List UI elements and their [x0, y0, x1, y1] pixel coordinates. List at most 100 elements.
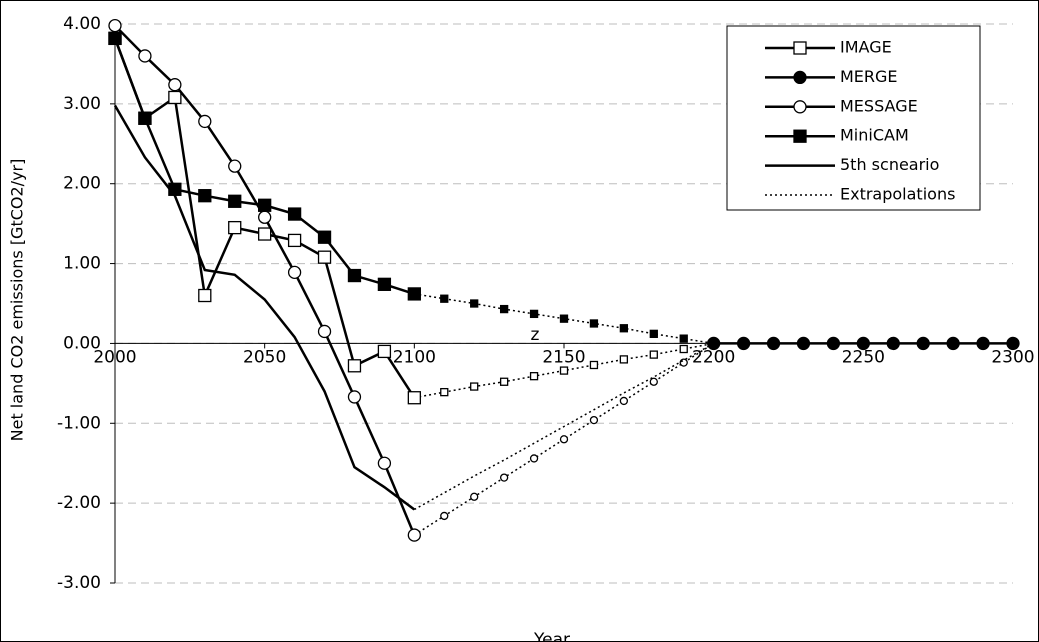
- y-tick-label: -3.00: [57, 573, 101, 593]
- legend-label: MESSAGE: [840, 96, 918, 115]
- marker: [916, 336, 930, 351]
- marker: [108, 31, 122, 46]
- marker: [793, 129, 807, 143]
- marker: [470, 492, 479, 501]
- marker: [793, 100, 807, 114]
- marker: [793, 70, 807, 85]
- marker: [407, 528, 421, 542]
- marker: [559, 435, 569, 444]
- y-tick-label: 0.00: [63, 333, 101, 353]
- marker: [108, 18, 122, 33]
- marker: [138, 111, 152, 125]
- marker: [198, 189, 212, 203]
- marker: [529, 372, 539, 381]
- marker: [258, 210, 272, 224]
- marker: [347, 268, 362, 283]
- marker: [228, 194, 242, 208]
- marker: [1006, 336, 1020, 351]
- y-tick-label: 3.00: [63, 94, 101, 114]
- marker: [440, 387, 449, 397]
- x-tick-label: 2050: [243, 347, 286, 367]
- marker: [826, 336, 841, 351]
- marker: [619, 396, 629, 406]
- marker: [529, 309, 539, 319]
- marker: [258, 227, 272, 241]
- y-tick-label: -2.00: [57, 493, 101, 513]
- legend-box: [726, 25, 981, 211]
- marker: [168, 90, 182, 105]
- y-tick-label: 1.00: [63, 254, 101, 274]
- legend-label: MERGE: [840, 67, 898, 86]
- marker: [649, 329, 658, 338]
- plot: [108, 18, 1020, 542]
- marker: [440, 294, 449, 303]
- marker: [619, 324, 629, 333]
- marker: [198, 114, 212, 129]
- marker: [317, 250, 332, 264]
- marker: [407, 287, 421, 301]
- marker: [168, 78, 182, 92]
- marker: [377, 344, 392, 359]
- x-tick-label: 2000: [93, 347, 136, 367]
- marker: [649, 350, 658, 359]
- marker: [499, 377, 509, 386]
- x-tick-label: 2200: [692, 347, 735, 367]
- marker: [499, 473, 509, 482]
- marker: [796, 336, 811, 351]
- marker: [529, 454, 539, 463]
- extrapolation-line: [413, 342, 715, 511]
- marker: [793, 41, 807, 55]
- marker: [589, 319, 599, 328]
- x-axis-label: Year: [533, 630, 570, 642]
- extrapolation-line: [413, 342, 715, 536]
- marker: [317, 230, 332, 244]
- marker: [679, 334, 688, 343]
- marker: [470, 299, 479, 308]
- marker: [440, 511, 449, 521]
- legend-label: MiniCAM: [840, 126, 909, 145]
- y-tick-label: 2.00: [63, 174, 101, 194]
- marker: [377, 277, 392, 291]
- y-tick-label: -1.00: [57, 413, 101, 433]
- marker: [470, 382, 479, 391]
- legend-label: IMAGE: [840, 38, 892, 57]
- marker: [589, 415, 599, 425]
- marker: [228, 159, 242, 173]
- marker: [559, 314, 569, 323]
- axes: 4.00 3.00 2.00 1.00 0.00 -1.00 -2.00 -3.00 2000 2…: [57, 14, 1035, 593]
- marker: [317, 324, 332, 339]
- marker: [766, 336, 781, 351]
- legend-label: Extrapolations: [840, 185, 955, 204]
- marker: [228, 220, 242, 235]
- marker: [559, 366, 569, 375]
- marker: [649, 377, 658, 386]
- legend: IMAGE MERGE MESSAGE MiniCAM 5th scneario Extr…: [726, 25, 981, 211]
- series-line: [113, 104, 416, 511]
- annotation: z: [531, 325, 540, 345]
- marker: [736, 336, 751, 351]
- y-tick-label: 4.00: [63, 14, 101, 34]
- marker: [407, 391, 421, 405]
- marker: [946, 336, 960, 351]
- legend-label: 5th scneario: [840, 155, 939, 174]
- x-tick-label: 2250: [842, 347, 885, 367]
- marker: [886, 336, 900, 351]
- marker: [287, 207, 302, 221]
- marker: [287, 265, 302, 280]
- marker: [679, 344, 688, 354]
- marker: [377, 456, 392, 470]
- marker: [138, 49, 152, 63]
- marker: [287, 233, 302, 248]
- marker: [619, 355, 629, 364]
- marker: [499, 304, 509, 314]
- y-axis-label: Net land CO2 emissions [GtCO2/yr]: [8, 159, 27, 442]
- extrapolation-line: [414, 342, 714, 399]
- marker: [589, 360, 599, 370]
- x-tick-label: 2100: [393, 347, 436, 367]
- marker: [707, 336, 721, 351]
- marker: [347, 390, 362, 404]
- marker: [856, 336, 870, 351]
- marker: [347, 359, 362, 373]
